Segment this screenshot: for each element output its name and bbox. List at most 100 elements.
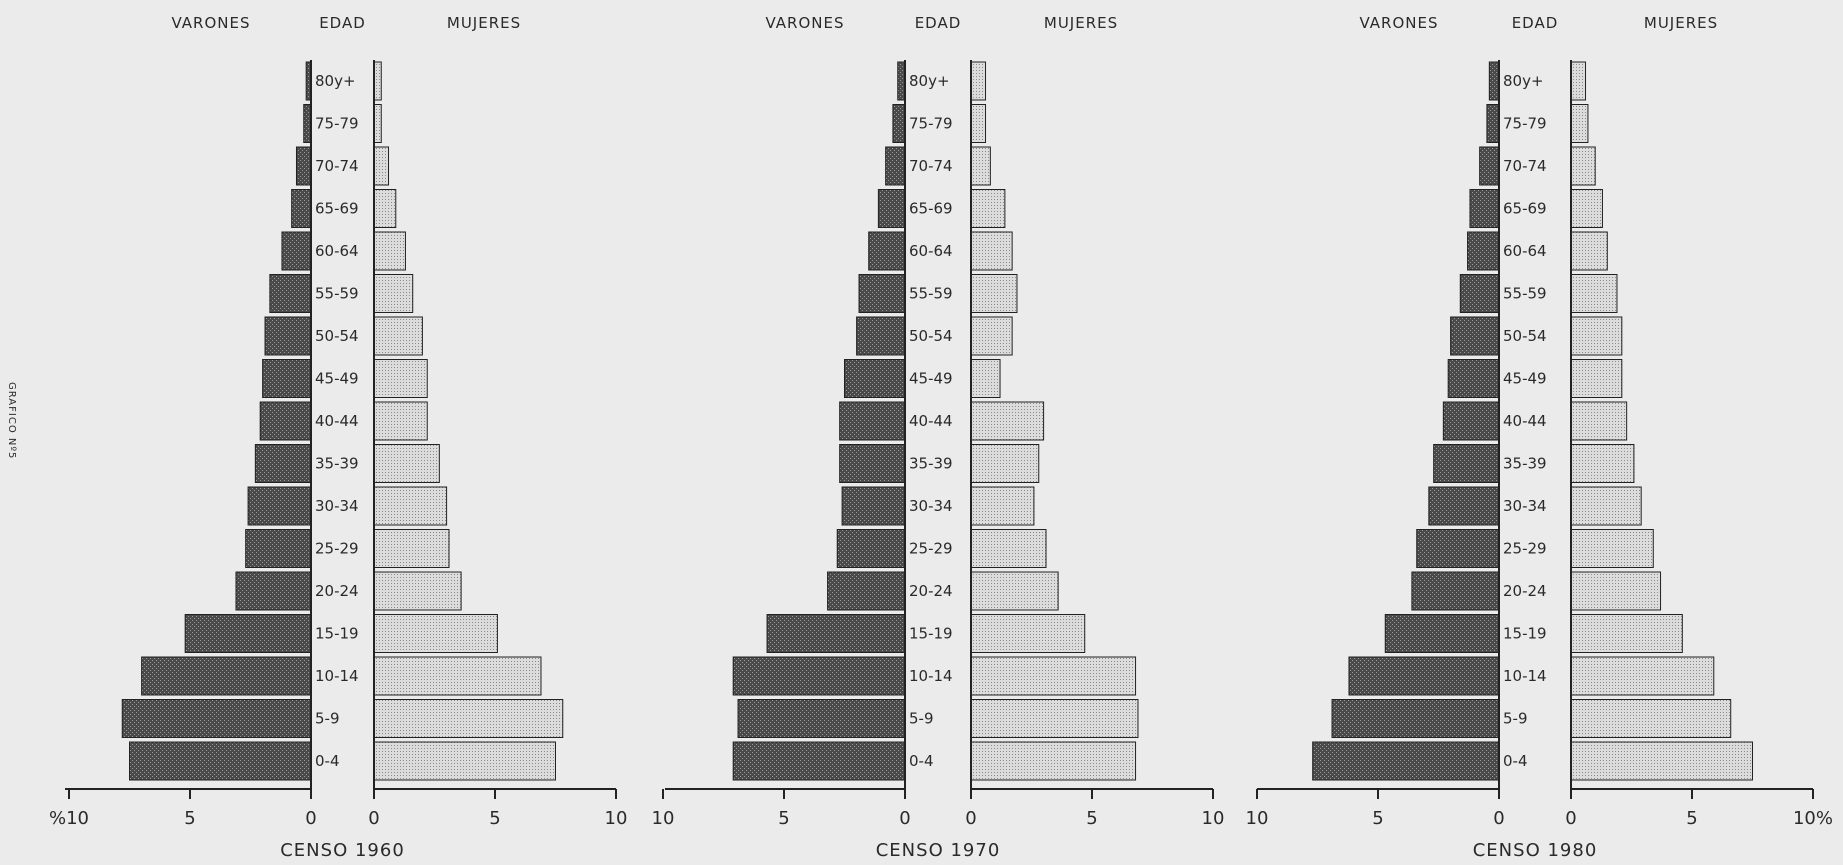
female-bar [1570,61,1587,101]
x-tick-label: 0 [1565,808,1576,829]
age-group-label: 45-49 [909,370,953,388]
male-bar [856,316,906,356]
male-bar [877,189,906,228]
x-tick-label: 10 [1202,808,1225,829]
age-group-label: 25-29 [1503,540,1547,558]
male-bar [766,614,906,653]
male-bar [254,444,312,483]
female-bar [970,699,1139,738]
pyramid-panel-1: VARONES EDAD MUJERES 80y+ 75-79 70-74 65-69 60-… [49,14,627,861]
female-bar [373,231,406,271]
age-group-label: 70-74 [315,157,359,175]
male-bar [262,359,312,398]
age-group-label: 25-29 [315,540,359,558]
female-bar [970,359,1001,398]
x-tick-label: 5 [1686,808,1697,829]
female-bar [373,699,564,738]
age-group-label: 60-64 [909,242,953,260]
female-bar [373,189,397,228]
female-bar [1570,571,1662,611]
x-tick-label: 0 [899,808,910,829]
age-group-label: 20-24 [315,582,359,600]
female-bar [1570,656,1715,696]
age-group-label: 35-39 [1503,455,1547,473]
age-group-label: 65-69 [1503,200,1547,218]
male-bar [1450,316,1500,356]
female-bar [1570,316,1623,356]
female-bar [970,146,991,186]
female-bar [373,614,498,653]
age-group-label: 5-9 [315,710,340,728]
female-bar [970,486,1035,526]
age-group-label: 30-34 [909,497,953,515]
header-female: MUJERES [1644,14,1718,32]
female-bar [1570,146,1596,186]
male-bar [1331,699,1500,738]
side-label: GRAFICO Nº5 [6,382,17,459]
age-group-label: 30-34 [315,497,359,515]
female-bar [970,401,1045,441]
female-bar [1570,104,1589,143]
age-group-label: 10-14 [909,667,953,685]
male-bar [827,571,906,611]
male-bar [892,104,906,143]
age-group-label: 80y+ [1503,72,1544,90]
age-group-label: 45-49 [315,370,359,388]
age-group-label: 35-39 [909,455,953,473]
male-bar [897,61,906,101]
male-bar [1348,656,1500,696]
male-bar [121,699,312,738]
pyramid-panel-3: VARONES EDAD MUJERES 80y+ 75-79 70-74 65-69 60-… [1246,14,1833,861]
x-tick-label: 10% [1793,808,1833,829]
age-group-label: 0-4 [1503,752,1528,770]
age-group-label: 40-44 [1503,412,1547,430]
male-bar [737,699,906,738]
age-group-label: 5-9 [909,710,934,728]
x-tick-label: 0 [305,808,316,829]
female-bar [373,656,542,696]
age-group-label: 75-79 [315,115,359,133]
female-bar [373,316,423,356]
male-bar [281,231,312,271]
female-bar [1570,189,1603,228]
male-bar [264,316,312,356]
age-group-label: 55-59 [315,285,359,303]
female-bar [970,614,1086,653]
male-bar [841,486,906,526]
male-bar [836,529,906,568]
female-bar [1570,444,1635,483]
male-bar [1433,444,1500,483]
female-bar [373,571,462,611]
x-tick-label: 0 [1493,808,1504,829]
header-female: MUJERES [447,14,521,32]
age-group-label: 80y+ [909,72,950,90]
male-bar [269,274,312,313]
age-group-label: 40-44 [909,412,953,430]
female-bar [1570,274,1618,313]
age-group-label: 50-54 [909,327,953,345]
census-title: CENSO 1970 [876,840,1001,861]
female-bar [1570,359,1623,398]
age-group-label: 10-14 [315,667,359,685]
x-tick-label: 5 [489,808,500,829]
male-bar [1469,189,1500,228]
age-group-label: 20-24 [909,582,953,600]
male-bar [295,146,312,186]
female-bar [970,571,1059,611]
male-bar [858,274,906,313]
age-group-label: 40-44 [315,412,359,430]
age-group-label: 30-34 [1503,497,1547,515]
male-bar [1384,614,1500,653]
female-bar [373,146,390,186]
age-group-label: 35-39 [315,455,359,473]
census-title: CENSO 1960 [280,840,405,861]
male-bar [885,146,906,186]
x-tick-label: 5 [184,808,195,829]
female-bar [970,231,1013,271]
age-group-label: 75-79 [909,115,953,133]
age-group-label: 55-59 [1503,285,1547,303]
female-bar [373,401,428,441]
female-bar [970,529,1047,568]
male-bar [868,231,906,271]
